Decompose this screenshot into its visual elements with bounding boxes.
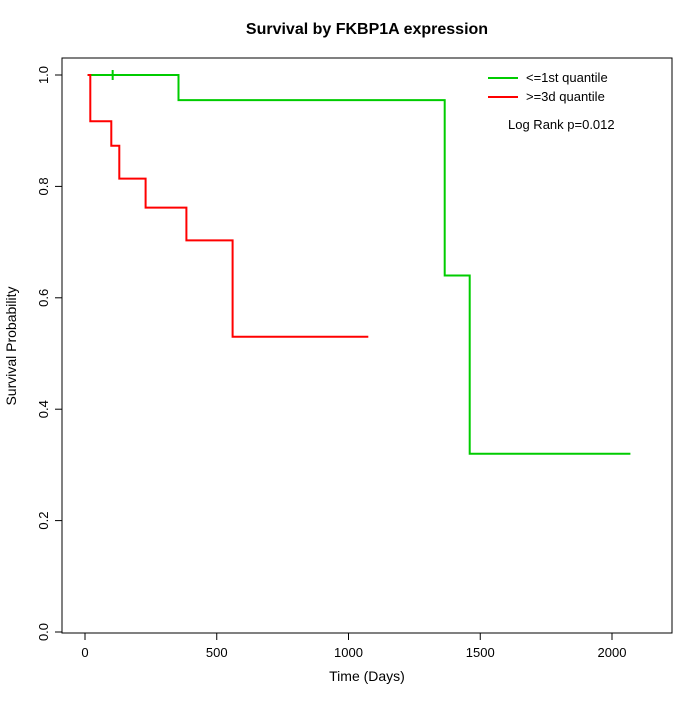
x-axis-label: Time (Days) — [329, 668, 405, 684]
x-tick-label: 0 — [81, 645, 88, 660]
y-tick-label: 0.2 — [36, 512, 51, 530]
x-tick-label: 2000 — [598, 645, 627, 660]
y-tick-label: 1.0 — [36, 66, 51, 84]
survival-curve — [87, 74, 631, 455]
plot-border-box — [61, 57, 673, 634]
x-tick-label: 1500 — [466, 645, 495, 660]
y-tick-label: 0.8 — [36, 177, 51, 195]
x-tick-label: 1000 — [334, 645, 363, 660]
log-rank-p-value: Log Rank p=0.012 — [508, 117, 615, 132]
legend-label-third-quantile: >=3d quantile — [526, 89, 605, 104]
survival-curve — [87, 74, 369, 338]
y-tick-label: 0.6 — [36, 289, 51, 307]
y-axis-label: Survival Probability — [3, 286, 19, 405]
y-tick-label: 0.4 — [36, 400, 51, 418]
x-tick-label: 500 — [206, 645, 228, 660]
legend-label-first-quantile: <=1st quantile — [526, 70, 608, 85]
y-tick-label: 0.0 — [36, 623, 51, 641]
legend: <=1st quantile >=3d quantile Log Rank p=… — [488, 70, 615, 132]
chart-title: Survival by FKBP1A expression — [246, 21, 488, 38]
survival-curves — [87, 70, 631, 455]
axis-ticks: 0 500 1000 1500 2000 0.0 0.2 0.4 0.6 0.8 1.0 — [36, 66, 626, 660]
